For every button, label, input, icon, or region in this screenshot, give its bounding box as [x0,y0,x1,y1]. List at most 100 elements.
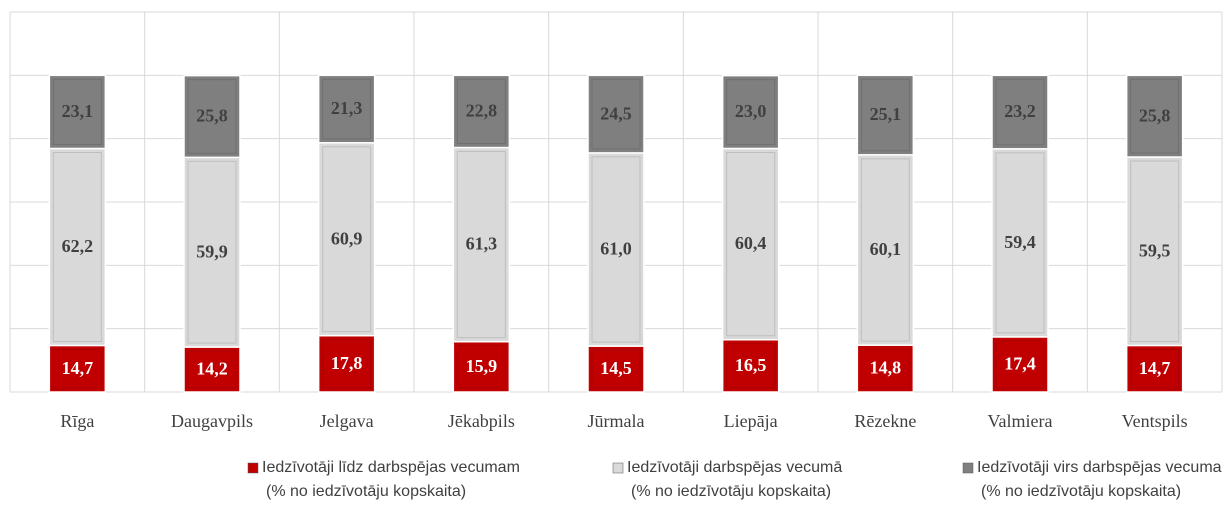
data-label: 60,1 [870,239,902,259]
x-tick-label: Jūrmala [588,411,645,431]
bar-bevel [52,78,102,145]
bar-segment [317,142,376,337]
data-label: 14,7 [1139,358,1171,378]
bar-bevel [860,158,910,342]
data-label: 14,8 [870,358,902,378]
bar-bevel [1130,348,1180,389]
data-label: 23,1 [62,101,94,121]
bar-bevel [1130,78,1180,154]
x-tick-label: Rēzekne [854,411,916,431]
data-label: 23,0 [735,101,767,121]
legend-line: (% no iedzīvotāju kopskaita) [981,483,1181,500]
bar-bevel [995,78,1045,146]
bar-bevel [456,345,506,389]
bar-segment [721,147,780,341]
bar-bevel [1130,160,1180,342]
data-label: 23,2 [1004,101,1036,121]
x-tick-label: Liepāja [724,411,778,431]
bar-bevel [187,350,237,389]
bar-bevel [322,78,372,140]
data-label: 60,4 [735,233,767,253]
data-label: 25,1 [870,104,902,124]
bar-segment [721,339,780,393]
x-tick-label: Rīga [60,411,94,431]
bar-bevel [591,78,641,150]
bar-bevel [726,79,776,145]
bar-segment [1125,74,1184,158]
legend-line: Iedzīvotāji virs darbspējas vecuma [977,459,1222,476]
bar-bevel [52,151,102,342]
bar-segment [48,74,107,150]
legend-line: Iedzīvotāji līdz darbspējas vecumam [262,459,520,476]
legend-label: Iedzīvotāji līdz darbspējas vecumam (% no… [262,459,520,500]
bar-segment [452,74,511,149]
bar-segment [317,334,376,393]
bar-bevel [456,151,506,339]
legend-label: Iedzīvotāji darbspējas vecumā (% no iedzī… [627,459,842,500]
data-label: 59,9 [196,241,228,261]
data-label: 62,2 [62,236,94,256]
data-label: 15,9 [466,356,498,376]
bar-segment [183,156,241,348]
bar-segment [991,74,1049,150]
bar-bevel [456,78,506,145]
data-label: 21,3 [331,98,363,118]
bar-bevel [995,152,1045,334]
legend-line: (% no iedzīvotāju kopskaita) [631,483,831,500]
data-label: 59,5 [1139,240,1171,260]
bar-segment [587,152,645,347]
legend-label: Iedzīvotāji virs darbspējas vecuma (% no … [977,459,1222,500]
bar-bevel [187,79,237,154]
bar-bevel [860,78,910,152]
data-label: 14,7 [62,358,94,378]
data-label: 24,5 [600,103,632,123]
data-label: 16,5 [735,355,767,375]
data-label: 25,8 [196,106,228,126]
data-label: 22,8 [466,101,498,121]
bar-bevel [322,146,372,333]
bar-bevel [591,156,641,343]
bar-segment [1125,156,1184,347]
legend-marker [962,462,974,474]
x-tick-label: Valmiera [988,411,1053,431]
data-label: 17,4 [1004,354,1036,374]
bar-segment [991,148,1049,338]
data-label: 61,0 [600,239,632,259]
legend-marker [247,462,259,474]
bar-segment [317,74,376,144]
data-label: 14,2 [196,359,228,379]
bar-bevel [860,348,910,389]
bar-segment [452,340,511,393]
bar-segment [587,74,645,154]
legend-line: (% no iedzīvotāju kopskaita) [266,483,466,500]
data-label: 14,5 [600,358,632,378]
x-tick-label: Jēkabpils [448,411,515,431]
bar-bevel [52,348,102,389]
bar-bevel [322,339,372,389]
bar-segment [1125,344,1184,393]
data-label: 25,8 [1139,105,1171,125]
bar-bevel [591,349,641,389]
bar-bevel [726,343,776,389]
x-tick-label: Ventspils [1122,411,1188,431]
x-tick-label: Jelgava [320,411,374,431]
data-label: 17,8 [331,353,363,373]
bar-segment [48,147,107,347]
bar-bevel [187,160,237,344]
bar-bevel [995,340,1045,389]
bar-segment [721,74,780,150]
bar-segment [991,336,1049,393]
x-tick-label: Daugavpils [171,411,253,431]
data-label: 60,9 [331,228,363,248]
bar-segment [452,146,511,343]
bar-bevel [726,151,776,337]
legend-marker [612,462,624,474]
data-label: 59,4 [1004,232,1036,252]
data-label: 61,3 [466,234,498,254]
bar-segment [48,344,107,393]
legend-line: Iedzīvotāji darbspējas vecumā [627,459,842,476]
bar-segment [183,74,241,159]
bar-segment [856,154,915,346]
bar-segment [856,74,915,156]
